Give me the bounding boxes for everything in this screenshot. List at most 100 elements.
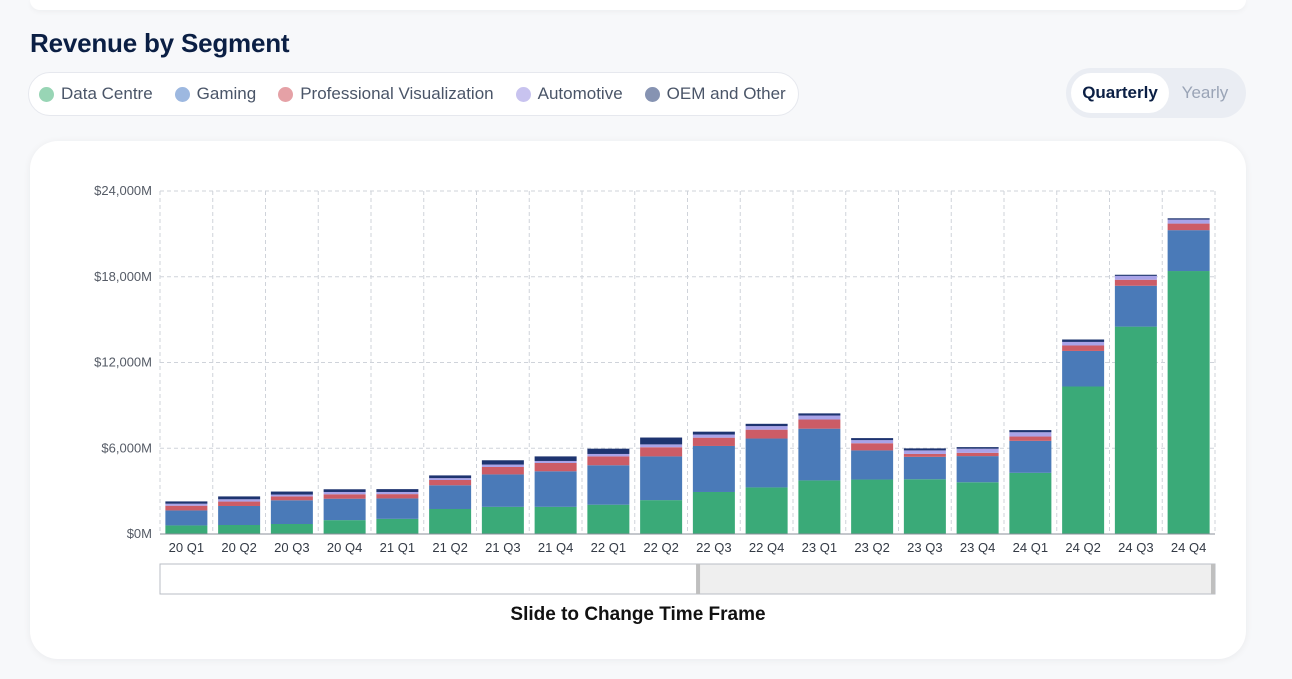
bar-segment-automotive[interactable] [1009,432,1052,437]
bar-segment-gaming[interactable] [640,456,683,501]
slider-handle-left[interactable] [696,564,701,594]
bar-segment-oem-and-other[interactable] [903,448,946,451]
bar-segment-data-centre[interactable] [376,518,419,534]
bar-segment-oem-and-other[interactable] [745,423,788,427]
bar-segment-gaming[interactable] [745,438,788,488]
bar-segment-data-centre[interactable] [587,504,630,534]
bar-segment-professional-visualization[interactable] [692,437,735,446]
bar-segment-gaming[interactable] [165,510,208,526]
bar-segment-gaming[interactable] [481,474,524,507]
slider-handle-right[interactable] [1211,564,1215,594]
bar-segment-gaming[interactable] [1114,285,1157,327]
bar-segment-data-centre[interactable] [1114,326,1157,534]
legend-item-oem-and-other[interactable]: OEM and Other [644,84,786,104]
bar-segment-gaming[interactable] [323,498,366,521]
legend-item-automotive[interactable]: Automotive [515,84,623,104]
bar-segment-oem-and-other[interactable] [640,437,683,445]
bar-segment-oem-and-other[interactable] [323,489,366,492]
bar-segment-data-centre[interactable] [640,500,683,534]
bar-segment-professional-visualization[interactable] [1062,345,1105,351]
bar-segment-professional-visualization[interactable] [481,466,524,475]
bar-segment-professional-visualization[interactable] [956,452,999,457]
bar-segment-oem-and-other[interactable] [218,496,261,500]
bar-segment-automotive[interactable] [745,426,788,430]
bar-segment-professional-visualization[interactable] [270,496,313,501]
bar-segment-professional-visualization[interactable] [534,462,577,472]
bar-segment-data-centre[interactable] [692,491,735,534]
bar-segment-automotive[interactable] [798,415,841,420]
bar-segment-automotive[interactable] [165,503,208,506]
bar-segment-professional-visualization[interactable] [1114,279,1157,286]
bar-segment-professional-visualization[interactable] [798,419,841,429]
bar-segment-gaming[interactable] [692,445,735,492]
bar-segment-automotive[interactable] [323,491,366,495]
bar-segment-professional-visualization[interactable] [587,456,630,466]
bar-segment-gaming[interactable] [534,471,577,507]
bar-segment-automotive[interactable] [851,440,894,444]
bar-segment-data-centre[interactable] [429,508,472,534]
bar-segment-automotive[interactable] [270,494,313,497]
bar-segment-data-centre[interactable] [218,524,261,534]
bar-segment-professional-visualization[interactable] [745,429,788,439]
bar-segment-professional-visualization[interactable] [1167,223,1210,231]
bar-segment-professional-visualization[interactable] [851,443,894,451]
bar-segment-data-centre[interactable] [1009,472,1052,534]
bar-segment-data-centre[interactable] [745,487,788,534]
bar-segment-automotive[interactable] [640,444,683,448]
bar-segment-oem-and-other[interactable] [1114,274,1157,276]
bar-segment-data-centre[interactable] [1062,386,1105,534]
bar-segment-gaming[interactable] [218,505,261,525]
bar-segment-automotive[interactable] [692,434,735,438]
toggle-yearly[interactable]: Yearly [1181,83,1229,102]
bar-segment-automotive[interactable] [1062,341,1105,346]
bar-segment-data-centre[interactable] [165,525,208,534]
bar-segment-professional-visualization[interactable] [640,447,683,457]
bar-segment-professional-visualization[interactable] [1009,436,1052,441]
bar-segment-data-centre[interactable] [534,506,577,534]
bar-segment-automotive[interactable] [956,448,999,453]
bar-segment-gaming[interactable] [956,456,999,483]
bar-segment-professional-visualization[interactable] [165,505,208,511]
bar-segment-automotive[interactable] [1114,275,1157,280]
bar-segment-gaming[interactable] [1062,350,1105,387]
bar-segment-gaming[interactable] [587,465,630,505]
bar-segment-oem-and-other[interactable] [534,456,577,461]
bar-segment-oem-and-other[interactable] [851,438,894,441]
bar-segment-gaming[interactable] [1009,440,1052,473]
bar-segment-oem-and-other[interactable] [692,431,735,435]
bar-segment-oem-and-other[interactable] [1009,430,1052,433]
bar-segment-professional-visualization[interactable] [218,501,261,506]
bar-segment-oem-and-other[interactable] [165,501,208,504]
bar-segment-oem-and-other[interactable] [1062,339,1105,342]
bar-segment-data-centre[interactable] [798,480,841,534]
legend-item-data-centre[interactable]: Data Centre [39,84,153,104]
bar-segment-oem-and-other[interactable] [429,475,472,479]
bar-segment-automotive[interactable] [903,450,946,454]
bar-segment-data-centre[interactable] [956,482,999,534]
bar-segment-automotive[interactable] [376,491,419,495]
bar-segment-oem-and-other[interactable] [587,448,630,454]
bar-segment-gaming[interactable] [903,456,946,480]
bar-segment-automotive[interactable] [1167,219,1210,224]
bar-segment-automotive[interactable] [534,460,577,463]
bar-segment-oem-and-other[interactable] [798,413,841,416]
bar-segment-automotive[interactable] [218,499,261,502]
bar-segment-gaming[interactable] [429,485,472,509]
bar-segment-gaming[interactable] [1167,230,1210,272]
bar-segment-gaming[interactable] [798,428,841,481]
bar-segment-professional-visualization[interactable] [376,494,419,499]
bar-segment-automotive[interactable] [587,453,630,457]
bar-segment-oem-and-other[interactable] [481,460,524,465]
bar-segment-professional-visualization[interactable] [903,453,946,457]
bar-segment-professional-visualization[interactable] [323,494,366,499]
bar-segment-oem-and-other[interactable] [270,491,313,495]
bar-segment-gaming[interactable] [376,498,419,519]
bar-segment-automotive[interactable] [481,464,524,467]
bar-segment-data-centre[interactable] [270,523,313,534]
bar-segment-data-centre[interactable] [481,506,524,534]
legend-item-professional-visualization[interactable]: Professional Visualization [278,84,494,104]
bar-segment-data-centre[interactable] [903,479,946,534]
bar-segment-data-centre[interactable] [323,520,366,534]
bar-segment-oem-and-other[interactable] [376,489,419,492]
bar-segment-gaming[interactable] [851,450,894,480]
